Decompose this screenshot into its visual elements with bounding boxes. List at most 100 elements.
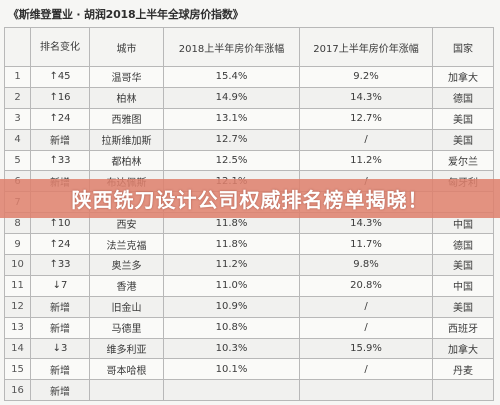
header-country: 国家 — [432, 27, 494, 67]
table-row: 14 ↓3 维多利亚 10.3% 15.9% 加拿大 — [4, 337, 494, 360]
cell-2017-growth — [299, 379, 433, 402]
cell-country: 加拿大 — [432, 66, 494, 88]
cell-2017-growth: 12.7% — [299, 107, 433, 130]
cell-2018-growth: 10.8% — [163, 316, 300, 339]
cell-rank: 11 — [4, 274, 31, 297]
cell-rank-change: ↓3 — [30, 337, 90, 360]
header-city: 城市 — [89, 27, 164, 67]
cell-city: 柏林 — [89, 86, 164, 109]
cell-city: 温哥华 — [89, 66, 164, 88]
header-2018-growth: 2018上半年房价年涨幅 — [163, 27, 300, 67]
cell-country: 美国 — [432, 128, 494, 151]
cell-2018-growth: 10.9% — [163, 295, 300, 318]
cell-rank: 13 — [4, 316, 31, 339]
table-body: 1 ↑45 温哥华 15.4% 9.2% 加拿大 2 ↑16 柏林 14.9% 14.3% 德国 3 ↑2… — [4, 66, 494, 402]
cell-2018-growth: 12.7% — [163, 128, 300, 151]
cell-rank-change: 新增 — [30, 295, 90, 318]
header-rank — [4, 27, 31, 67]
cell-city: 维多利亚 — [89, 337, 164, 360]
cell-2017-growth: 11.7% — [299, 233, 433, 256]
cell-rank: 3 — [4, 107, 31, 130]
cell-city: 旧金山 — [89, 295, 164, 318]
cell-2018-growth: 11.8% — [163, 233, 300, 256]
header-2017-growth: 2017上半年房价年涨幅 — [299, 27, 433, 67]
cell-rank-change: 新增 — [30, 379, 90, 402]
cell-rank: 15 — [4, 358, 31, 381]
cell-2018-growth: 15.4% — [163, 66, 300, 88]
cell-rank-change: ↑45 — [30, 66, 90, 88]
cell-2018-growth: 11.0% — [163, 274, 300, 297]
cell-city: 西雅图 — [89, 107, 164, 130]
table-row: 2 ↑16 柏林 14.9% 14.3% 德国 — [4, 86, 494, 109]
cell-rank-change: ↑16 — [30, 86, 90, 109]
table-row: 9 ↑24 法兰克福 11.8% 11.7% 德国 — [4, 233, 494, 256]
cell-country: 美国 — [432, 254, 494, 276]
cell-country: 德国 — [432, 86, 494, 109]
cell-2018-growth: 13.1% — [163, 107, 300, 130]
table-row: 10 ↑33 奥兰多 11.2% 9.8% 美国 — [4, 254, 494, 276]
cell-city: 香港 — [89, 274, 164, 297]
table-row: 1 ↑45 温哥华 15.4% 9.2% 加拿大 — [4, 66, 494, 88]
cell-city: 奥兰多 — [89, 254, 164, 276]
cell-rank-change: ↓7 — [30, 274, 90, 297]
cell-country: 爱尔兰 — [432, 149, 494, 172]
cell-country: 德国 — [432, 233, 494, 256]
cell-rank-change: 新增 — [30, 358, 90, 381]
cell-2018-growth — [163, 379, 300, 402]
cell-2018-growth: 14.9% — [163, 86, 300, 109]
cell-2017-growth: 9.2% — [299, 66, 433, 88]
table-row: 15 新增 哥本哈根 10.1% / 丹麦 — [4, 358, 494, 381]
cell-2018-growth: 12.5% — [163, 149, 300, 172]
table-row: 11 ↓7 香港 11.0% 20.8% 中国 — [4, 274, 494, 297]
cell-2017-growth: 15.9% — [299, 337, 433, 360]
cell-2018-growth: 11.2% — [163, 254, 300, 276]
table-row: 12 新增 旧金山 10.9% / 美国 — [4, 295, 494, 318]
cell-2017-growth: / — [299, 358, 433, 381]
cell-country: 西班牙 — [432, 316, 494, 339]
cell-2017-growth: / — [299, 295, 433, 318]
cell-country — [432, 379, 494, 402]
cell-city: 法兰克福 — [89, 233, 164, 256]
cell-rank: 12 — [4, 295, 31, 318]
cell-rank-change: ↑33 — [30, 149, 90, 172]
cell-country: 中国 — [432, 274, 494, 297]
cell-country: 丹麦 — [432, 358, 494, 381]
headline-banner-text: 陕西铣刀设计公司权威排名榜单揭晓！ — [71, 188, 429, 212]
cell-city — [89, 379, 164, 402]
table-row: 5 ↑33 都柏林 12.5% 11.2% 爱尔兰 — [4, 149, 494, 172]
cell-2017-growth: 9.8% — [299, 254, 433, 276]
cell-2017-growth: 20.8% — [299, 274, 433, 297]
cell-country: 美国 — [432, 295, 494, 318]
cell-city: 拉斯维加斯 — [89, 128, 164, 151]
document-title: 《斯维登置业 · 胡润2018上半年全球房价指数》 — [8, 8, 244, 21]
cell-rank: 5 — [4, 149, 31, 172]
headline-banner: 陕西铣刀设计公司权威排名榜单揭晓！ — [0, 179, 500, 218]
cell-rank: 10 — [4, 254, 31, 276]
table-row: 4 新增 拉斯维加斯 12.7% / 美国 — [4, 128, 494, 151]
cell-city: 马德里 — [89, 316, 164, 339]
cell-rank: 1 — [4, 66, 31, 88]
cell-rank: 4 — [4, 128, 31, 151]
cell-rank-change: ↑24 — [30, 107, 90, 130]
cell-2018-growth: 10.3% — [163, 337, 300, 360]
cell-rank-change: 新增 — [30, 316, 90, 339]
cell-rank-change: ↑33 — [30, 254, 90, 276]
cell-rank: 16 — [4, 379, 31, 402]
table-row: 13 新增 马德里 10.8% / 西班牙 — [4, 316, 494, 339]
header-rank-change: 排名变化 — [30, 27, 90, 67]
cell-rank: 2 — [4, 86, 31, 109]
cell-city: 都柏林 — [89, 149, 164, 172]
table-row: 3 ↑24 西雅图 13.1% 12.7% 美国 — [4, 107, 494, 130]
table-header-row: 排名变化 城市 2018上半年房价年涨幅 2017上半年房价年涨幅 国家 — [4, 27, 494, 67]
cell-rank-change: 新增 — [30, 128, 90, 151]
cell-city: 哥本哈根 — [89, 358, 164, 381]
cell-rank-change: ↑24 — [30, 233, 90, 256]
cell-rank: 14 — [4, 337, 31, 360]
cell-2017-growth: 11.2% — [299, 149, 433, 172]
cell-2017-growth: 14.3% — [299, 86, 433, 109]
cell-country: 美国 — [432, 107, 494, 130]
table-row: 16 新增 — [4, 379, 494, 402]
cell-rank: 9 — [4, 233, 31, 256]
cell-2017-growth: / — [299, 128, 433, 151]
cell-2018-growth: 10.1% — [163, 358, 300, 381]
